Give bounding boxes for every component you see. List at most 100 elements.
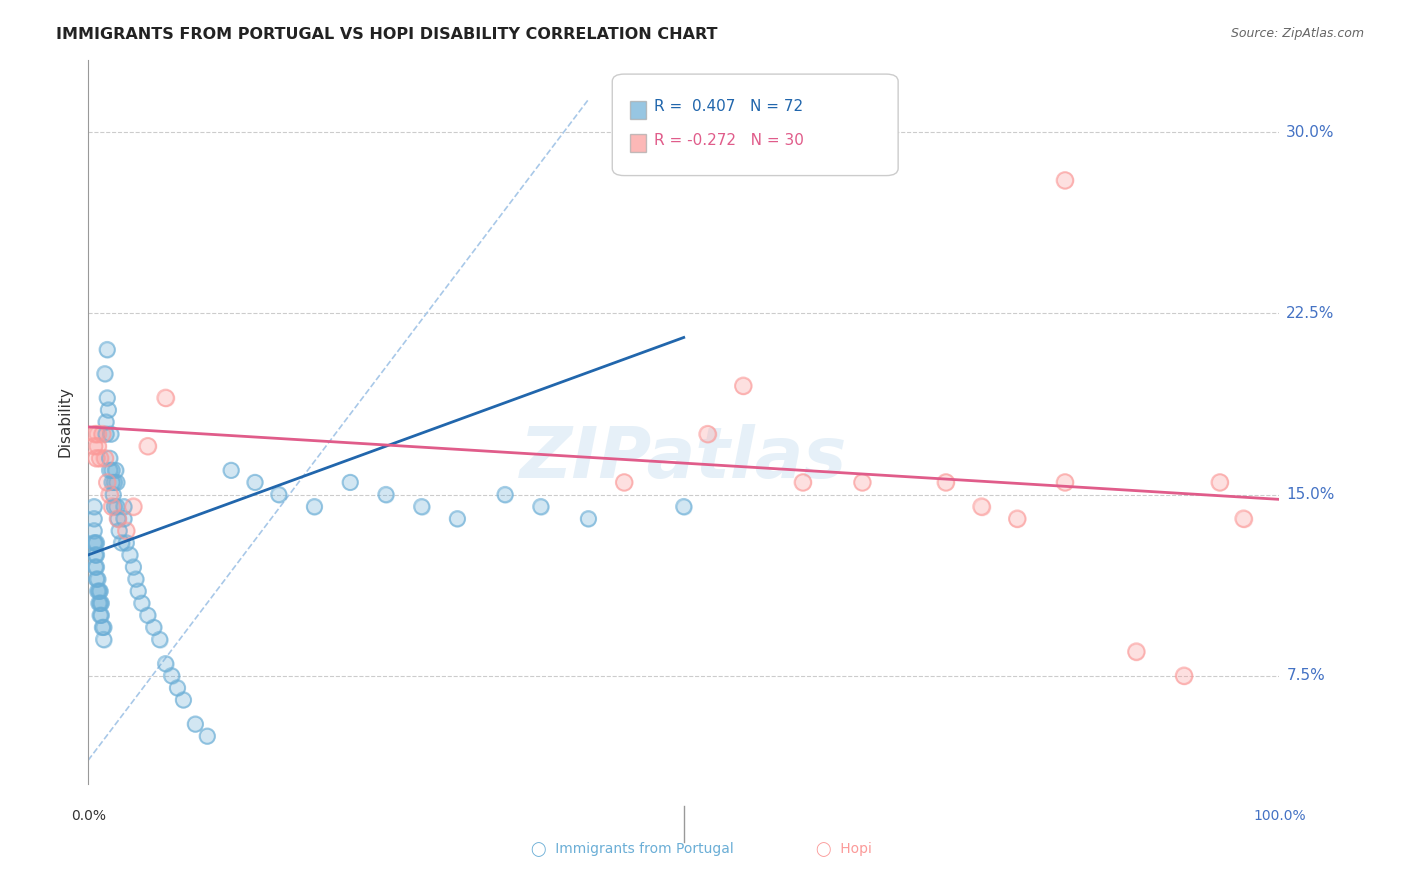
Point — [94, 415, 117, 429]
Point — [446, 511, 468, 525]
Point — [86, 451, 108, 466]
Point — [83, 536, 105, 550]
Point — [122, 500, 145, 514]
Point — [104, 463, 127, 477]
Point — [108, 524, 131, 538]
Point — [149, 632, 172, 647]
Point — [219, 463, 242, 477]
Point — [101, 475, 124, 490]
Point — [84, 560, 107, 574]
Point — [578, 511, 600, 525]
Point — [89, 608, 111, 623]
Point — [93, 632, 115, 647]
Point — [90, 596, 112, 610]
Point — [84, 560, 107, 574]
Point — [83, 511, 105, 525]
Point — [122, 560, 145, 574]
FancyBboxPatch shape — [630, 135, 645, 153]
Point — [155, 391, 177, 405]
Point — [89, 596, 111, 610]
Point — [103, 500, 125, 514]
Point — [243, 475, 266, 490]
Point — [83, 439, 105, 453]
Point — [1209, 475, 1232, 490]
Point — [118, 548, 141, 562]
Point — [142, 620, 165, 634]
Point — [184, 717, 207, 731]
Point — [112, 511, 135, 525]
Point — [94, 451, 117, 466]
Point — [105, 475, 128, 490]
Point — [339, 475, 361, 490]
Point — [96, 475, 118, 490]
Point — [96, 391, 118, 405]
Point — [494, 487, 516, 501]
Point — [84, 427, 107, 442]
Point — [94, 427, 117, 442]
Point — [87, 596, 110, 610]
Point — [125, 572, 148, 586]
Point — [112, 511, 135, 525]
Point — [97, 403, 120, 417]
Point — [672, 500, 695, 514]
Point — [103, 475, 125, 490]
Point — [127, 584, 149, 599]
Point — [86, 572, 108, 586]
Point — [86, 572, 108, 586]
Point — [374, 487, 396, 501]
Point — [86, 427, 108, 442]
Point — [970, 500, 993, 514]
Text: 7.5%: 7.5% — [1286, 668, 1324, 683]
Point — [172, 693, 194, 707]
Point — [1053, 173, 1076, 187]
Point — [91, 427, 114, 442]
Point — [733, 379, 755, 393]
Point — [83, 500, 105, 514]
Point — [90, 596, 112, 610]
Point — [108, 524, 131, 538]
Point — [86, 451, 108, 466]
Point — [184, 717, 207, 731]
Point — [115, 524, 138, 538]
Point — [107, 511, 129, 525]
Point — [104, 463, 127, 477]
Point — [87, 584, 110, 599]
Point — [86, 560, 108, 574]
Point — [98, 463, 121, 477]
Text: IMMIGRANTS FROM PORTUGAL VS HOPI DISABILITY CORRELATION CHART: IMMIGRANTS FROM PORTUGAL VS HOPI DISABIL… — [56, 27, 717, 42]
Point — [84, 548, 107, 562]
Point — [93, 632, 115, 647]
Point — [195, 729, 218, 743]
Point — [86, 572, 108, 586]
Point — [90, 608, 112, 623]
Point — [1125, 644, 1147, 658]
Point — [93, 620, 115, 634]
Text: R =  0.407   N = 72: R = 0.407 N = 72 — [654, 99, 803, 114]
Point — [267, 487, 290, 501]
Point — [155, 657, 177, 671]
Point — [142, 620, 165, 634]
Point — [494, 487, 516, 501]
Point — [1053, 475, 1076, 490]
Point — [219, 463, 242, 477]
Point — [672, 500, 695, 514]
Point — [446, 511, 468, 525]
Point — [86, 584, 108, 599]
Point — [87, 596, 110, 610]
Point — [83, 524, 105, 538]
Point — [1232, 511, 1254, 525]
Text: 0.0%: 0.0% — [70, 809, 105, 823]
Point — [267, 487, 290, 501]
Point — [83, 536, 105, 550]
Point — [83, 511, 105, 525]
Point — [1209, 475, 1232, 490]
Point — [96, 343, 118, 357]
Point — [578, 511, 600, 525]
Text: ZIPatlas: ZIPatlas — [520, 424, 848, 492]
Point — [101, 500, 124, 514]
Point — [84, 536, 107, 550]
Point — [86, 584, 108, 599]
Point — [155, 657, 177, 671]
Point — [149, 632, 172, 647]
Point — [89, 584, 111, 599]
